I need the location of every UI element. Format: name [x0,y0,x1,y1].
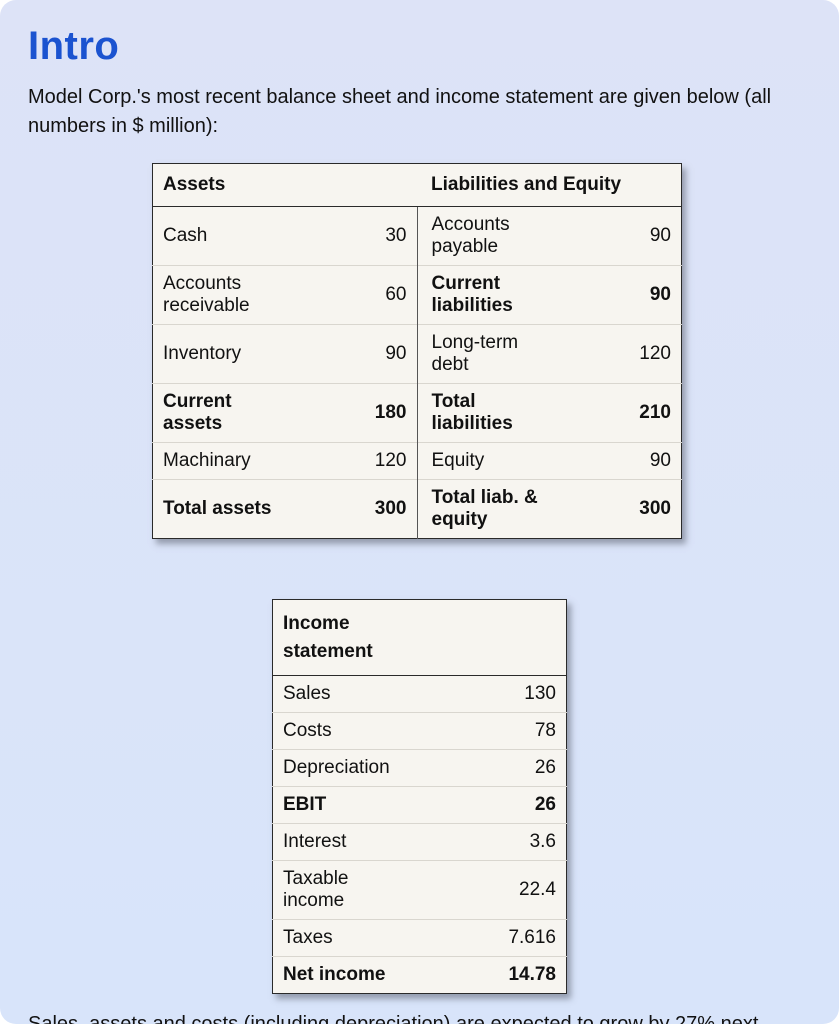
income-statement-header-label: Income statement [283,613,373,662]
intro-paragraph: Model Corp.'s most recent balance sheet … [28,86,772,137]
table-row: Inventory 90 Long-term debt 120 [152,324,682,384]
table-row: Depreciation 26 [272,749,567,787]
income-label-cell: Taxes [272,919,420,957]
asset-value-cell: 120 [284,442,418,480]
closing-paragraph: Sales, assets and costs (including depre… [28,1010,806,1024]
liability-value-cell: 120 [549,324,682,384]
table-row: Interest 3.6 [272,823,567,861]
liability-value-cell: 300 [549,479,682,539]
liability-label-cell: Total liabilities [417,383,550,443]
income-value-cell: 7.616 [419,919,567,957]
table-row: Current assets 180 Total liabilities 210 [152,383,682,443]
income-label-cell: Sales [283,683,331,705]
asset-value-cell: 300 [284,479,418,539]
liability-value-cell: 210 [549,383,682,443]
liability-label-cell: Equity [417,442,550,480]
assets-header-cell: Assets [152,163,417,207]
table-row: Costs 78 [272,712,567,750]
income-label-cell: Depreciation [272,749,420,787]
income-label-cell: Costs [272,712,420,750]
liability-label-cell: Accounts payable [431,214,510,257]
liability-value-cell: 90 [549,265,682,325]
income-value-cell: 78 [419,712,567,750]
liability-label-cell: Total liab. & equity [417,479,550,539]
asset-value-cell: 60 [284,265,418,325]
table-row: Accounts receivable 60 Current liabiliti… [152,265,682,325]
asset-label-cell: Current assets [152,383,285,443]
income-value-cell: 22.4 [419,860,567,920]
liability-value-cell: 90 [549,442,682,480]
income-value-cell: 3.6 [419,823,567,861]
table-row: Cash 30 Accounts payable 90 [153,206,682,266]
asset-label-cell: Accounts receivable [152,265,285,325]
table-row: Taxable income 22.4 [272,860,567,920]
table-row: EBIT 26 [272,786,567,824]
income-label-cell: Net income [272,956,420,994]
balance-sheet-table: Assets Liabilities and Equity Cash 30 Ac… [152,163,682,539]
income-statement-table: Income statement Sales 130 Costs 78 Depr… [272,599,567,995]
liability-value-cell: 90 [649,225,671,246]
asset-value-cell: 30 [284,206,418,266]
income-label-cell: EBIT [272,786,420,824]
asset-value-cell: 90 [284,324,418,384]
table-row: Sales 130 [273,676,567,713]
income-value-cell: 130 [524,683,556,705]
income-value-cell: 14.78 [419,956,567,994]
asset-label-cell: Cash [163,225,208,246]
liability-label-cell: Current liabilities [417,265,550,325]
liabilities-header-cell: Liabilities and Equity [417,163,682,207]
asset-label-cell: Total assets [152,479,285,539]
balance-sheet-header-row: Assets Liabilities and Equity [152,163,682,207]
asset-label-cell: Inventory [152,324,285,384]
table-row: Total assets 300 Total liab. & equity 30… [152,479,682,539]
page-title: Intro [28,24,120,68]
income-value-cell: 26 [419,749,567,787]
table-row: Taxes 7.616 [272,919,567,957]
income-label-cell: Taxable income [272,860,420,920]
asset-value-cell: 180 [284,383,418,443]
table-row: Net income 14.78 [272,956,567,994]
table-row: Machinary 120 Equity 90 [152,442,682,480]
asset-label-cell: Machinary [152,442,285,480]
income-statement-header-cell: Income statement [272,599,567,677]
income-statement-header-row: Income statement [272,599,567,677]
liability-label-cell: Long-term debt [417,324,550,384]
income-label-cell: Interest [272,823,420,861]
income-value-cell: 26 [419,786,567,824]
